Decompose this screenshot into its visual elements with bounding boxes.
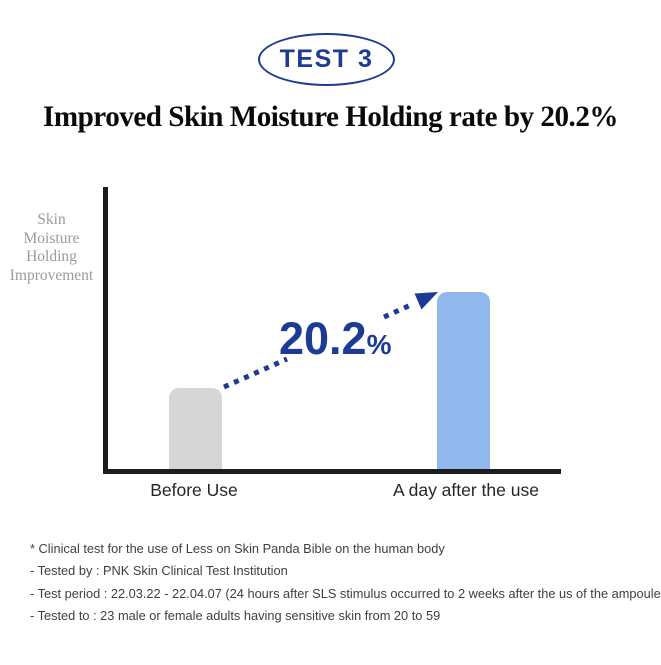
improvement-value: 20.2	[279, 313, 367, 364]
improvement-annotation: 20.2%	[279, 316, 392, 361]
y-axis-line	[103, 187, 108, 473]
y-axis-label: Skin Moisture Holding Improvement	[0, 211, 103, 285]
x-axis-label-a-day-after: A day after the use	[393, 480, 539, 500]
footnote-tested-by: - Tested by : PNK Skin Clinical Test Ins…	[30, 563, 288, 579]
percent-sign: %	[366, 329, 392, 360]
footnote-test-period: - Test period : 22.03.22 - 22.04.07 (24 …	[30, 585, 661, 601]
footnote-tested-to: - Tested to : 23 male or female adults h…	[30, 607, 441, 623]
test-number-badge: TEST 3	[258, 33, 395, 86]
footnote-clinical-test: * Clinical test for the use of Less on S…	[30, 541, 445, 556]
test-number-label: TEST 3	[279, 45, 374, 73]
page-title: Improved Skin Moisture Holding rate by 2…	[43, 100, 618, 133]
y-axis-label-line: Moisture	[23, 229, 80, 247]
x-axis-line	[103, 469, 561, 474]
footnotes: * Clinical test for the use of Less on S…	[30, 538, 661, 627]
y-axis-label-line: Skin	[37, 211, 66, 228]
bar-a-day-after-use	[437, 292, 490, 469]
y-axis-label-line: Holding	[26, 248, 77, 265]
x-axis-label-before-use: Before Use	[150, 480, 238, 500]
bar-before-use	[169, 388, 222, 469]
y-axis-label-line: Improvement	[9, 266, 94, 284]
